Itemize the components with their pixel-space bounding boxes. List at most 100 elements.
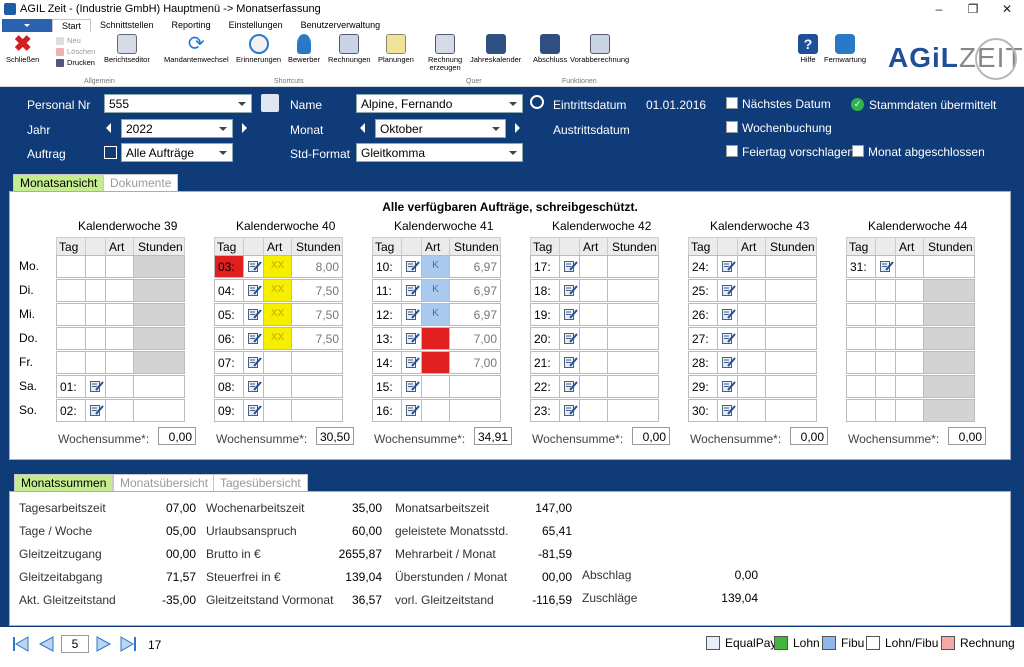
- edit-cell[interactable]: [401, 375, 422, 398]
- edit-cell[interactable]: [243, 375, 264, 398]
- edit-pen-icon[interactable]: [248, 404, 262, 417]
- edit-cell[interactable]: [559, 279, 580, 302]
- edit-pen-icon[interactable]: [406, 308, 420, 321]
- edit-cell[interactable]: [243, 327, 264, 350]
- monat-prev-arrow-icon[interactable]: [355, 123, 365, 133]
- edit-pen-icon[interactable]: [406, 356, 420, 369]
- edit-cell[interactable]: [401, 279, 422, 302]
- neu-button[interactable]: Neu: [56, 35, 95, 46]
- stunden-cell[interactable]: 7,50: [291, 327, 343, 350]
- edit-cell[interactable]: [85, 399, 106, 422]
- minimize-button[interactable]: –: [935, 1, 943, 16]
- drucken-button[interactable]: Drucken: [56, 57, 95, 68]
- jahr-select[interactable]: 2022: [121, 119, 233, 138]
- stunden-cell[interactable]: [291, 351, 343, 374]
- stunden-cell[interactable]: [607, 279, 659, 302]
- tab-dokumente[interactable]: Dokumente: [103, 174, 179, 191]
- edit-cell[interactable]: [559, 303, 580, 326]
- edit-pen-icon[interactable]: [722, 260, 736, 273]
- edit-cell[interactable]: [243, 303, 264, 326]
- stunden-cell[interactable]: [607, 303, 659, 326]
- tab-einstellungen[interactable]: Einstellungen: [228, 20, 283, 30]
- close-window-button[interactable]: ✕: [1001, 1, 1013, 16]
- stunden-cell[interactable]: 7,50: [291, 303, 343, 326]
- edit-cell[interactable]: [243, 399, 264, 422]
- stunden-cell[interactable]: [765, 279, 817, 302]
- stunden-cell[interactable]: [765, 399, 817, 422]
- edit-cell[interactable]: [717, 375, 738, 398]
- edit-pen-icon[interactable]: [722, 332, 736, 345]
- edit-pen-icon[interactable]: [248, 260, 262, 273]
- edit-cell[interactable]: [401, 327, 422, 350]
- edit-pen-icon[interactable]: [722, 380, 736, 393]
- stunden-cell[interactable]: [765, 327, 817, 350]
- planungen-button[interactable]: Planungen: [378, 34, 414, 64]
- abschluss-button[interactable]: Abschluss: [533, 34, 567, 64]
- edit-pen-icon[interactable]: [90, 380, 104, 393]
- edit-pen-icon[interactable]: [564, 404, 578, 417]
- stunden-cell[interactable]: 7,00: [449, 351, 501, 374]
- tab-benutzerverwaltung[interactable]: Benutzerverwaltung: [300, 20, 381, 30]
- stunden-cell[interactable]: [449, 375, 501, 398]
- edit-cell[interactable]: [559, 351, 580, 374]
- stunden-cell[interactable]: [765, 255, 817, 278]
- last-page-icon[interactable]: [119, 635, 137, 653]
- edit-pen-icon[interactable]: [564, 284, 578, 297]
- auftrag-select[interactable]: Alle Aufträge: [121, 143, 233, 162]
- edit-cell[interactable]: [401, 399, 422, 422]
- edit-pen-icon[interactable]: [248, 308, 262, 321]
- jahreskalender-button[interactable]: Jahreskalender: [470, 34, 521, 64]
- stunden-cell[interactable]: [607, 399, 659, 422]
- jahr-prev-arrow-icon[interactable]: [101, 123, 111, 133]
- rechnungen-button[interactable]: Rechnungen: [328, 34, 371, 64]
- jahr-next-arrow-icon[interactable]: [242, 123, 252, 133]
- stunden-cell[interactable]: [765, 351, 817, 374]
- stunden-cell[interactable]: [765, 375, 817, 398]
- name-select[interactable]: Alpine, Fernando: [356, 94, 523, 113]
- tab-monatsansicht[interactable]: Monatsansicht: [13, 174, 105, 191]
- berichtseditor-button[interactable]: Berichtseditor: [104, 34, 150, 64]
- page-number-input[interactable]: 5: [61, 635, 89, 653]
- stunden-cell[interactable]: 6,97: [449, 279, 501, 302]
- auftrag-edit-icon[interactable]: [104, 146, 117, 159]
- bewerber-button[interactable]: Bewerber: [288, 34, 320, 64]
- prev-page-icon[interactable]: [37, 635, 55, 653]
- edit-cell[interactable]: [401, 303, 422, 326]
- edit-cell[interactable]: [559, 327, 580, 350]
- edit-cell[interactable]: [243, 279, 264, 302]
- app-menu-button[interactable]: [2, 19, 52, 32]
- edit-pen-icon[interactable]: [248, 380, 262, 393]
- edit-cell[interactable]: [717, 279, 738, 302]
- edit-pen-icon[interactable]: [248, 284, 262, 297]
- tab-schnittstellen[interactable]: Schnittstellen: [100, 20, 154, 30]
- monat-next-arrow-icon[interactable]: [515, 123, 525, 133]
- edit-pen-icon[interactable]: [722, 284, 736, 297]
- stunden-cell[interactable]: 8,00: [291, 255, 343, 278]
- edit-pen-icon[interactable]: [564, 332, 578, 345]
- stunden-cell[interactable]: [291, 375, 343, 398]
- edit-cell[interactable]: [717, 255, 738, 278]
- stunden-cell[interactable]: [133, 399, 185, 422]
- rechnung-erzeugen-button[interactable]: Rechnung erzeugen: [428, 34, 462, 72]
- vorabberechnung-button[interactable]: Vorabberechnung: [570, 34, 629, 64]
- stunden-cell[interactable]: [449, 399, 501, 422]
- stunden-cell[interactable]: 7,00: [449, 327, 501, 350]
- tab-start[interactable]: Start: [52, 19, 92, 32]
- edit-cell[interactable]: [401, 351, 422, 374]
- stunden-cell[interactable]: 7,50: [291, 279, 343, 302]
- edit-pen-icon[interactable]: [406, 284, 420, 297]
- stunden-cell[interactable]: [133, 375, 185, 398]
- naechstes-datum-checkbox[interactable]: [726, 97, 738, 109]
- hilfe-button[interactable]: ? Hilfe: [798, 34, 818, 64]
- edit-person-icon[interactable]: [261, 94, 279, 112]
- edit-cell[interactable]: [717, 399, 738, 422]
- edit-pen-icon[interactable]: [564, 356, 578, 369]
- fernwartung-button[interactable]: Fernwartung: [824, 34, 866, 64]
- stunden-cell[interactable]: 6,97: [449, 255, 501, 278]
- stunden-cell[interactable]: [765, 303, 817, 326]
- edit-pen-icon[interactable]: [90, 404, 104, 417]
- erinnerungen-button[interactable]: Erinnerungen: [236, 34, 281, 64]
- edit-cell[interactable]: [401, 255, 422, 278]
- first-page-icon[interactable]: [12, 635, 30, 653]
- edit-pen-icon[interactable]: [880, 260, 894, 273]
